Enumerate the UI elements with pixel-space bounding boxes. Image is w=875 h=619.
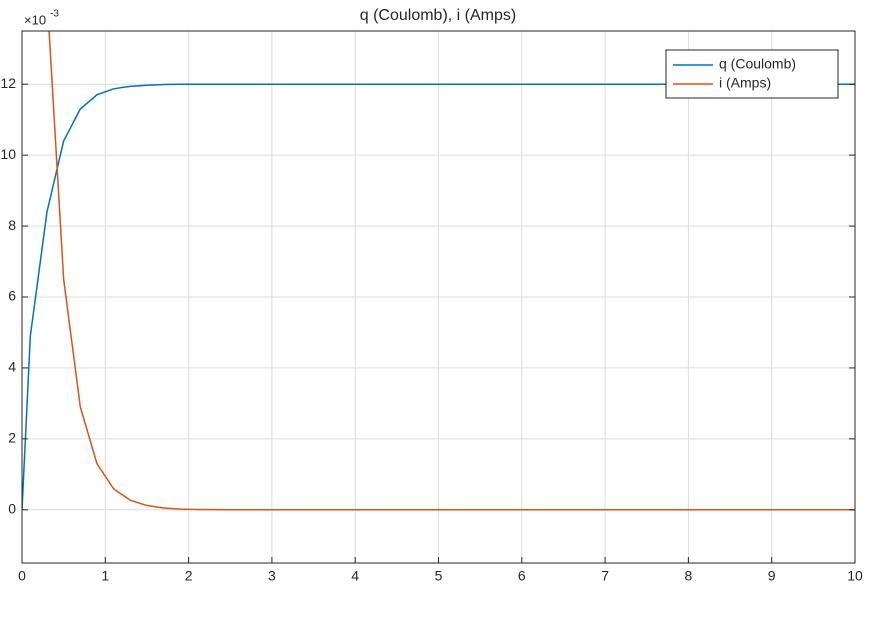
x-tick-label: 3 [268,568,276,584]
y-tick-label: 0 [8,501,16,517]
chart-title: q (Coulomb), i (Amps) [360,7,516,24]
y-tick-label: 4 [8,359,16,375]
x-tick-label: 6 [518,568,526,584]
y-tick-label: 2 [8,430,16,446]
series-line [48,31,855,511]
y-multiplier: ×10 [24,12,46,27]
y-tick-label: 12 [0,75,16,91]
x-tick-label: 2 [185,568,193,584]
y-tick-label: 10 [0,146,16,162]
y-tick-label: 8 [8,217,16,233]
legend-label: i (Amps) [719,75,771,91]
y-exponent: -3 [50,9,59,20]
legend-label: q (Coulomb) [719,56,796,72]
x-tick-label: 5 [435,568,443,584]
x-tick-label: 0 [18,568,26,584]
series-line [22,83,855,510]
x-tick-label: 4 [351,568,359,584]
x-tick-label: 1 [101,568,109,584]
x-tick-label: 9 [768,568,776,584]
y-tick-label: 6 [8,288,16,304]
x-tick-label: 10 [847,568,863,584]
legend-box [665,49,839,99]
x-tick-label: 8 [685,568,693,584]
x-tick-label: 7 [601,568,609,584]
